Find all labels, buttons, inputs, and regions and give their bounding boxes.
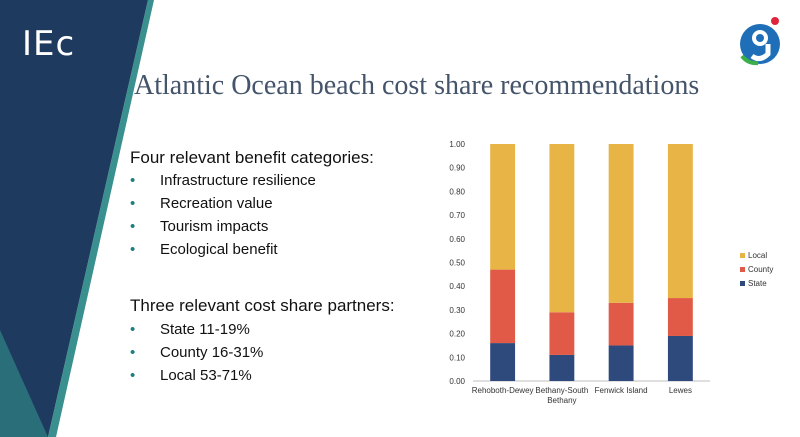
partners-list: • State 11-19% • County 16-31% • Local 53-7…	[130, 321, 263, 390]
partner-label: Local 53-71%	[160, 367, 252, 384]
x-tick-label: Lewes	[669, 386, 692, 395]
y-tick-label: 0.40	[449, 282, 465, 291]
bar-county	[667, 298, 693, 336]
y-tick-label: 0.20	[449, 330, 465, 339]
benefit-label: Infrastructure resilience	[160, 172, 316, 189]
list-item: • Infrastructure resilience	[130, 172, 316, 195]
list-item: • State 11-19%	[130, 321, 263, 344]
y-tick-label: 0.60	[449, 235, 465, 244]
bullet-icon: •	[130, 367, 136, 384]
bar-state	[490, 343, 516, 381]
benefit-label: Recreation value	[160, 195, 273, 212]
bar-county	[549, 312, 575, 355]
x-tick-label: Rehoboth-Dewey	[472, 386, 534, 395]
legend-swatch	[740, 267, 745, 272]
list-item: • Ecological benefit	[130, 241, 316, 264]
iec-logo: IEc	[22, 24, 76, 64]
bullet-icon: •	[130, 218, 136, 235]
bar-county	[608, 302, 634, 346]
slide-title: Atlantic Ocean beach cost share recommen…	[134, 70, 700, 101]
bar-state	[608, 345, 634, 381]
y-tick-label: 0.70	[449, 211, 465, 220]
legend-swatch	[740, 253, 745, 258]
bullet-icon: •	[130, 195, 136, 212]
left-band-teal-corner	[0, 330, 48, 437]
x-tick-label: Bethany-South	[535, 386, 588, 395]
legend-swatch	[740, 281, 745, 286]
y-tick-label: 0.30	[449, 306, 465, 315]
partner-label: State 11-19%	[160, 321, 250, 338]
bar-state	[549, 354, 575, 381]
benefits-heading: Four relevant benefit categories:	[130, 148, 374, 167]
bullet-icon: •	[130, 344, 136, 361]
bar-local	[608, 144, 634, 303]
partner-label: County 16-31%	[160, 344, 264, 361]
bar-county	[490, 269, 516, 344]
partners-heading: Three relevant cost share partners:	[130, 296, 395, 315]
list-item: • Local 53-71%	[130, 367, 263, 390]
bullet-icon: •	[130, 172, 136, 189]
y-tick-label: 0.50	[449, 259, 465, 268]
bar-local	[549, 144, 575, 313]
list-item: • Recreation value	[130, 195, 316, 218]
x-tick-label: Bethany	[547, 396, 576, 405]
y-tick-label: 0.10	[449, 353, 465, 362]
y-tick-label: 0.00	[449, 377, 465, 386]
benefits-list: • Infrastructure resilience • Recreation v…	[130, 172, 316, 264]
y-tick-label: 0.90	[449, 164, 465, 173]
legend-label: County	[748, 265, 773, 274]
benefit-label: Ecological benefit	[160, 241, 278, 258]
y-tick-label: 0.80	[449, 187, 465, 196]
bullet-icon: •	[130, 321, 136, 338]
benefit-label: Tourism impacts	[160, 218, 269, 235]
bullet-icon: •	[130, 241, 136, 258]
y-tick-label: 1.00	[449, 140, 465, 149]
bar-state	[667, 335, 693, 381]
cost-share-chart: 0.00 0.10 0.20 0.30 0.40 0.50 0.60 0.70 0.80 0.90…	[449, 140, 773, 405]
bar-local	[490, 144, 516, 270]
list-item: • County 16-31%	[130, 344, 263, 367]
legend-label: Local	[748, 251, 767, 260]
left-band-dark	[0, 0, 148, 437]
bar-local	[667, 144, 693, 299]
g-logo-icon	[740, 17, 780, 66]
x-tick-label: Fenwick Island	[595, 386, 648, 395]
left-band-teal-stripe	[48, 0, 154, 437]
legend-label: State	[748, 279, 767, 288]
list-item: • Tourism impacts	[130, 218, 316, 241]
